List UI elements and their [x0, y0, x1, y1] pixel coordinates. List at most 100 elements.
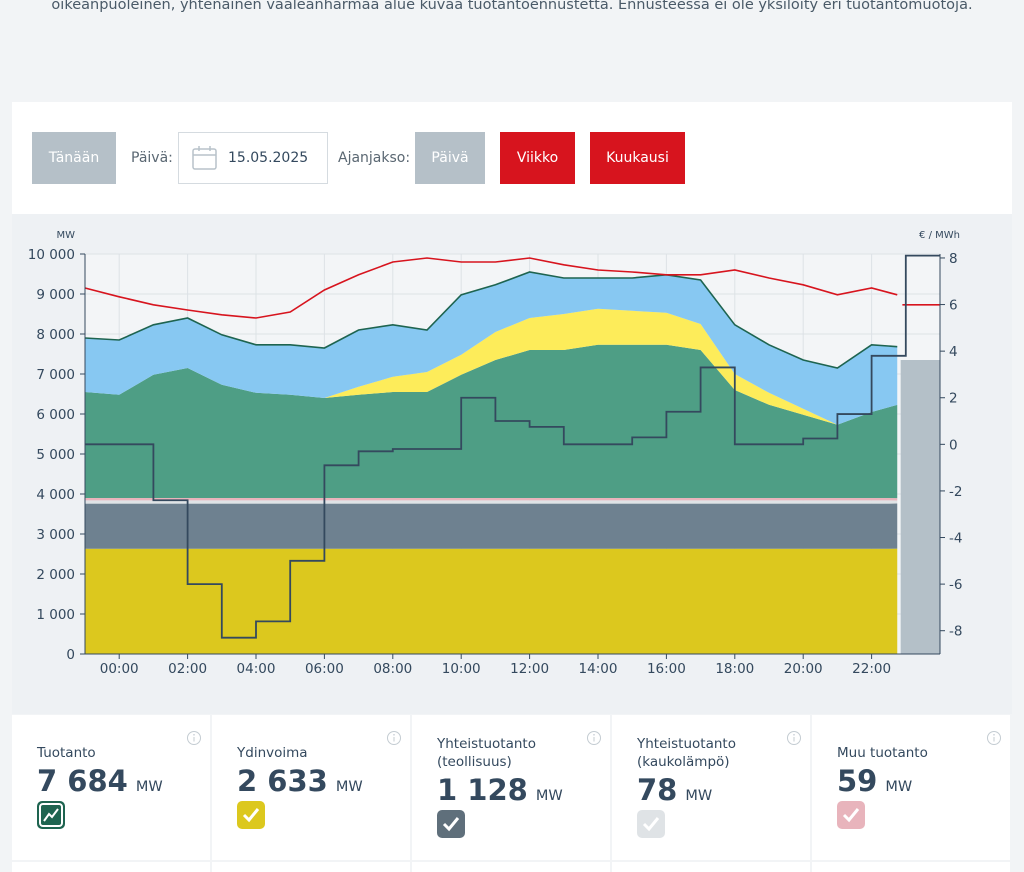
stat-card [812, 862, 1010, 872]
stat-card: Muu tuotanto 59 MW [812, 715, 1010, 860]
card-unit: MW [135, 779, 163, 795]
card-unit: MW [335, 779, 363, 795]
y-tick-label: 5 000 [36, 447, 75, 463]
period-label: Ajanjakso: [338, 150, 411, 166]
x-tick-label: 16:00 [647, 661, 686, 677]
x-tick-label: 12:00 [510, 661, 549, 677]
y2-tick-label: -6 [949, 577, 962, 593]
y2-tick-label: -4 [949, 531, 962, 547]
stat-card: Yhteistuotanto (kaukolämpö) 78 MW [612, 715, 810, 860]
card-number: 1 128 [437, 773, 528, 807]
line [84, 257, 898, 319]
period-month[interactable]: Kuukausi [590, 132, 685, 184]
area [85, 498, 898, 501]
y-tick-label: 9 000 [36, 287, 75, 303]
y-tick-label: 7 000 [36, 367, 75, 383]
stat-card: Yhteistuotanto (teollisuus) 1 128 MW [412, 715, 610, 860]
y2-tick-label: 6 [949, 298, 958, 314]
y-tick-label: 6 000 [36, 407, 75, 423]
card-icon [637, 810, 665, 838]
area [85, 344, 898, 499]
y-axis-label: MW [56, 230, 75, 241]
chart-icon [39, 803, 63, 827]
card-icon [37, 801, 65, 829]
card-title: Tuotanto [37, 745, 96, 761]
y2-tick-label: 2 [949, 391, 958, 407]
info-icon[interactable] [186, 730, 202, 746]
x-tick-label: 14:00 [579, 661, 618, 677]
check-icon [842, 808, 860, 823]
y-tick-label: 3 000 [36, 527, 75, 543]
card-value: 78 MW [637, 773, 712, 807]
stat-card [412, 862, 610, 872]
stat-card: Tuotanto 7 684 MW [12, 715, 210, 860]
y2-axis-label: € / MWh [919, 230, 960, 241]
check-icon [642, 817, 660, 832]
intro-text: oikeanpuoleinen, yhtenäinen vaaleanharma… [51, 0, 973, 13]
y-tick-label: 2 000 [36, 567, 75, 583]
y2-tick-label: -8 [949, 624, 962, 640]
y-tick-label: 0 [66, 647, 75, 663]
x-tick-label: 22:00 [852, 661, 891, 677]
x-tick-label: 06:00 [305, 661, 344, 677]
x-tick-label: 20:00 [784, 661, 823, 677]
area [85, 548, 898, 654]
card-unit: MW [685, 788, 713, 804]
date-label: Päivä: [131, 150, 173, 166]
card-number: 59 [837, 764, 878, 798]
area [85, 272, 898, 425]
info-icon[interactable] [586, 730, 602, 746]
card-title: Yhteistuotanto (teollisuus) [437, 736, 536, 770]
card-unit: MW [885, 779, 913, 795]
y-tick-label: 10 000 [28, 247, 75, 263]
period-week[interactable]: Viikko [500, 132, 575, 184]
card-icon [237, 801, 265, 829]
date-input[interactable]: 15.05.2025 [178, 132, 328, 184]
card-title: Muu tuotanto [837, 745, 928, 761]
date-value: 15.05.2025 [228, 150, 309, 166]
x-tick-label: 04:00 [237, 661, 276, 677]
stat-card [612, 862, 810, 872]
x-tick-label: 08:00 [373, 661, 412, 677]
x-tick-label: 02:00 [168, 661, 207, 677]
y2-tick-label: 4 [949, 344, 958, 360]
card-number: 2 633 [237, 764, 328, 798]
card-title: Yhteistuotanto (kaukolämpö) [637, 736, 736, 770]
x-tick-label: 10:00 [442, 661, 481, 677]
today-button[interactable]: Tänään [32, 132, 116, 184]
x-tick-label: 18:00 [715, 661, 754, 677]
card-value: 59 MW [837, 764, 912, 798]
area [85, 503, 898, 549]
y2-tick-label: 8 [949, 251, 958, 267]
check-icon [442, 817, 460, 832]
stat-card [212, 862, 410, 872]
card-title: Ydinvoima [237, 745, 308, 761]
area [85, 500, 898, 504]
card-number: 7 684 [37, 764, 128, 798]
card-unit: MW [535, 788, 563, 804]
controls: Tänään Päivä: 15.05.2025 Ajanjakso: Päiv… [12, 102, 1012, 214]
price-step-line [85, 254, 940, 639]
info-icon[interactable] [986, 730, 1002, 746]
y-tick-label: 1 000 [36, 607, 75, 623]
stat-card [12, 862, 210, 872]
card-number: 78 [637, 773, 678, 807]
y-tick-label: 8 000 [36, 327, 75, 343]
info-icon[interactable] [386, 730, 402, 746]
card-icon [437, 810, 465, 838]
stat-card: Ydinvoima 2 633 MW [212, 715, 410, 860]
period-day[interactable]: Päivä [415, 132, 485, 184]
line [84, 271, 898, 369]
check-icon [242, 808, 260, 823]
calendar-icon [192, 146, 217, 170]
card-value: 2 633 MW [237, 764, 363, 798]
area [85, 308, 898, 425]
card-value: 1 128 MW [437, 773, 563, 807]
info-icon[interactable] [786, 730, 802, 746]
forecast-area [900, 360, 940, 654]
y-tick-label: 4 000 [36, 487, 75, 503]
card-icon [837, 801, 865, 829]
y2-tick-label: 0 [949, 437, 958, 453]
